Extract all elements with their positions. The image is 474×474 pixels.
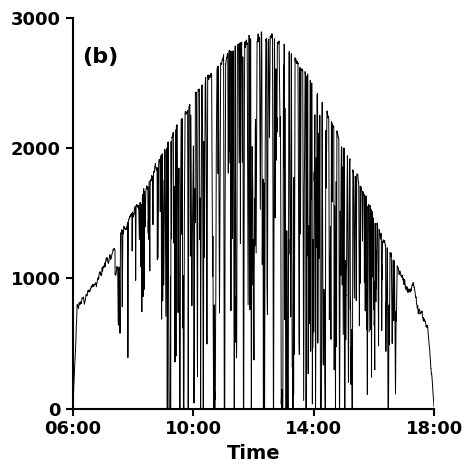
Text: (b): (b)	[82, 47, 118, 67]
X-axis label: Time: Time	[227, 444, 281, 463]
